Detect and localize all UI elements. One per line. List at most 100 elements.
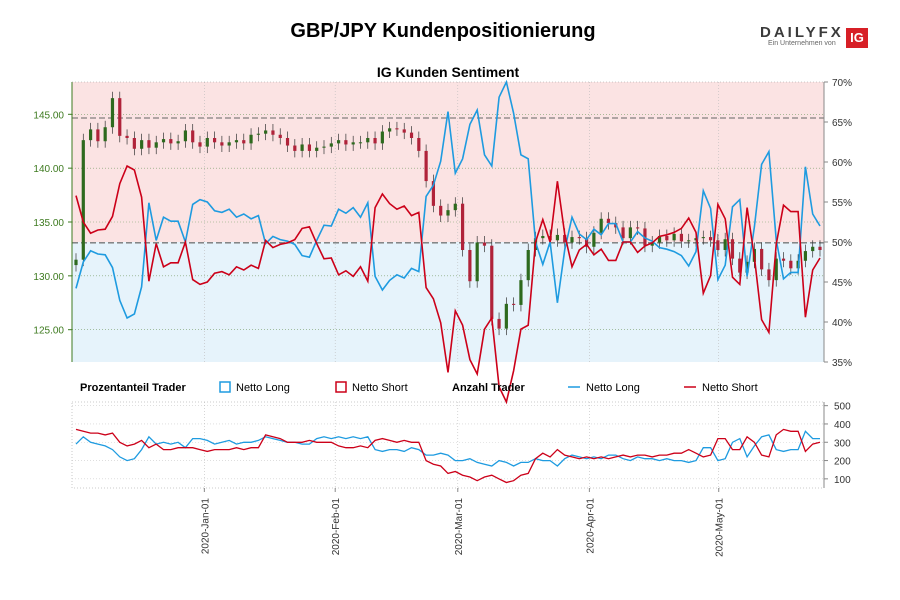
candle-body [264, 130, 268, 134]
candle-body [154, 142, 158, 148]
candle-body [198, 142, 202, 147]
x-tick-label: 2020-May-01 [715, 498, 726, 557]
candle-body [402, 129, 406, 133]
left-tick-label: 130.00 [33, 272, 64, 283]
legend-percent-short: Netto Short [352, 382, 408, 394]
candle-body [373, 138, 377, 144]
candle-body [504, 303, 508, 329]
net-short-count-line [75, 428, 821, 484]
x-tick-label: 2020-Apr-01 [585, 498, 596, 554]
candle-body [818, 246, 822, 250]
candle-body [183, 130, 188, 142]
candle-body [118, 98, 122, 136]
candle-body [811, 246, 815, 252]
page-title: GBP/JPY Kundenpositionierung [290, 20, 596, 42]
candle-body [767, 269, 771, 281]
candle-body [424, 150, 428, 182]
left-tick-label: 125.00 [33, 326, 64, 337]
net-short-percent-line [75, 164, 821, 405]
legend-long-swatch [219, 381, 231, 393]
candle-body [380, 131, 384, 144]
long-zone-bg [72, 242, 824, 362]
candle-body [417, 138, 421, 151]
candle-body [672, 233, 676, 241]
candle-body [191, 130, 195, 143]
legend-count-short: Netto Short [702, 382, 758, 394]
x-tick-label: 2020-Feb-01 [331, 498, 342, 556]
candle-body [212, 138, 217, 143]
candle-body [460, 203, 465, 250]
legend-count-long: Netto Long [586, 382, 640, 394]
candle-body [716, 240, 720, 250]
candle-body [366, 138, 370, 143]
candle-body [606, 218, 611, 224]
candle-body [745, 261, 749, 273]
candle-body [563, 234, 567, 243]
candle-body [512, 303, 516, 305]
candle-body [132, 138, 136, 149]
candle-body [147, 140, 151, 148]
candle-body [322, 146, 326, 148]
right-tick-label: 70% [832, 78, 852, 89]
candle-body [103, 127, 107, 142]
legend-count-label: Anzahl Trader [452, 382, 525, 394]
candle-body [234, 140, 239, 143]
candle-body [351, 142, 355, 145]
candle-body [169, 139, 173, 144]
candle-body [628, 227, 632, 239]
trader-count-panel: 100 200 300 400 500 2020-Jan-01 2020-Feb-01 202… [71, 401, 851, 557]
logo-brand-text: DAILYFX [760, 24, 844, 41]
candle-body [395, 128, 399, 130]
candle-body [774, 258, 778, 281]
count-tick-label: 300 [834, 438, 851, 449]
candle-body [650, 242, 654, 246]
candle-body [475, 242, 479, 282]
candle-body [161, 139, 166, 143]
x-tick-label: 2020-Jan-01 [200, 498, 211, 555]
candle-body [431, 181, 436, 206]
right-tick-label: 65% [832, 118, 852, 129]
candle-body [315, 147, 319, 151]
candle-body [599, 218, 603, 233]
candle-body [482, 242, 487, 246]
candle-body [468, 250, 472, 282]
candle-body [249, 134, 253, 144]
candle-body [657, 236, 662, 243]
count-tick-label: 200 [834, 457, 851, 468]
candle-body [271, 130, 275, 135]
net-long-count-line [75, 430, 820, 467]
legend-percent-label: Prozentanteil Trader [80, 382, 186, 394]
candle-body [694, 238, 698, 241]
candle-body [388, 128, 392, 132]
candle-body [570, 237, 574, 243]
candle-body [336, 140, 341, 144]
candle-body [300, 144, 304, 151]
count-tick-label: 500 [834, 402, 851, 413]
candle-body [140, 140, 144, 149]
price-sentiment-panel: 125.00 130.00 135.00 140.00 145.00 35% 40% 45% 5… [33, 78, 852, 405]
candle-body [526, 250, 530, 281]
left-tick-label: 135.00 [33, 218, 64, 229]
candle-body [738, 258, 742, 273]
candle-body [227, 142, 231, 146]
candle-body [555, 234, 560, 241]
candle-body [205, 138, 209, 147]
left-tick-label: 145.00 [33, 110, 64, 121]
candle-body [636, 227, 640, 229]
candle-body [446, 210, 450, 216]
logo-tagline: Ein Unternehmen von [768, 40, 836, 47]
candle-body [453, 203, 457, 211]
candle-body [74, 259, 78, 266]
candle-body [409, 132, 414, 138]
candle-body [687, 240, 691, 242]
x-tick-label: 2020-Mar-01 [454, 498, 465, 556]
legend: Prozentanteil Trader Netto Long Netto Sh… [80, 381, 758, 394]
candle-body [242, 140, 246, 144]
net-long-percent-line [75, 79, 821, 320]
chart-subtitle: IG Kunden Sentiment [376, 64, 520, 80]
candle-body [96, 129, 100, 142]
candle-body [293, 145, 297, 151]
right-tick-label: 60% [832, 158, 852, 169]
candle-body [781, 258, 786, 261]
